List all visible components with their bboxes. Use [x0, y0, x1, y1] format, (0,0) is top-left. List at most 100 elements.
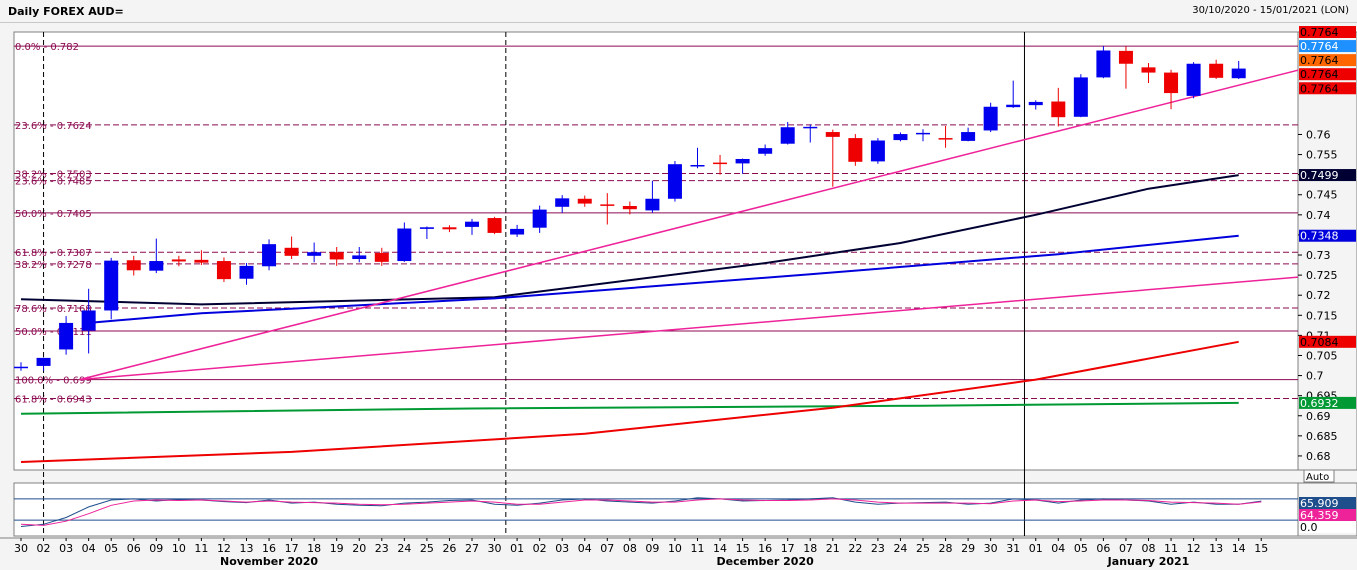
price-tag-4: [1299, 82, 1356, 95]
price-tag-5: [1299, 169, 1356, 182]
x-tick-label-7: 10: [172, 542, 186, 555]
x-tick-label-41: 28: [939, 542, 953, 555]
candle-body-33: [758, 148, 773, 154]
time-axis: 30 02 03 04 05 06 09 10 11 12 13 16 17 18 19 20 23 24 25 26…: [14, 538, 1268, 568]
candle-body-17: [397, 228, 412, 262]
candle-body-18: [419, 227, 434, 229]
x-tick-label-25: 04: [578, 542, 592, 555]
x-tick-label-27: 08: [623, 542, 637, 555]
x-tick-label-45: 01: [1029, 542, 1043, 555]
candle-body-20: [465, 221, 479, 227]
price-tag-6: [1299, 229, 1356, 242]
x-tick-label-44: 31: [1006, 542, 1020, 555]
candle-body-9: [216, 261, 231, 280]
x-tick-label-46: 04: [1051, 542, 1065, 555]
fib-label-2: 38.2% - 0.7503: [15, 169, 92, 180]
oscillator-line-1: [20, 498, 1262, 526]
candle-body-21: [487, 218, 502, 233]
x-tick-label-42: 29: [961, 542, 975, 555]
candle-body-2: [59, 322, 74, 350]
candle-body-46: [1051, 101, 1066, 118]
price-tag-label-6: 0.7348: [1300, 230, 1339, 243]
price-tag-label-8: 0.6932: [1300, 397, 1339, 410]
y-tick-label-8: 0.72: [1306, 289, 1331, 302]
candle-body-45: [1028, 101, 1043, 106]
auto-scale-label: Auto: [1306, 472, 1329, 483]
x-tick-label-52: 12: [1187, 542, 1201, 555]
month-label-0: November 2020: [220, 555, 318, 568]
y-tick-label-7: 0.725: [1306, 269, 1338, 282]
fib-label-10: 61.8% - 0.6943: [15, 394, 92, 405]
price-tag-label-1: 0.7764: [1300, 40, 1339, 53]
fib-label-7: 78.6% - 0.7168: [15, 304, 92, 315]
oscillator-tag-label-1: 64.359: [1300, 509, 1339, 522]
price-tag-label-4: 0.7764: [1300, 82, 1339, 95]
x-tick-label-43: 30: [984, 542, 998, 555]
candle-body-31: [713, 162, 728, 165]
x-tick-label-54: 14: [1232, 542, 1246, 555]
candle-body-44: [1006, 104, 1021, 108]
chart-header: Daily FOREX AUD= 30/10/2020 - 15/01/2021…: [0, 0, 1357, 23]
x-tick-label-50: 08: [1142, 542, 1156, 555]
x-tick-label-51: 11: [1164, 542, 1178, 555]
x-tick-label-14: 19: [330, 542, 344, 555]
y-tick-label-9: 0.715: [1306, 309, 1338, 322]
price-tag-7: [1299, 335, 1356, 348]
candle-body-35: [803, 126, 818, 129]
x-tick-label-28: 09: [645, 542, 659, 555]
candle-body-43: [983, 106, 998, 131]
month-label-1: December 2020: [717, 555, 815, 568]
chart-title: Daily FOREX AUD=: [8, 5, 124, 18]
x-tick-label-1: 02: [37, 542, 51, 555]
trend-line-1: [79, 276, 1299, 381]
x-tick-label-16: 23: [375, 542, 389, 555]
candle-body-12: [284, 247, 299, 256]
candle-body-37: [848, 138, 863, 162]
x-tick-label-21: 30: [488, 542, 502, 555]
candle-body-15: [352, 255, 367, 260]
candle-body-19: [442, 227, 457, 230]
x-tick-label-33: 16: [758, 542, 772, 555]
x-tick-label-17: 24: [397, 542, 411, 555]
oscillator-tag-2: [1299, 521, 1356, 533]
fib-label-1: 23.6% - 0.7624: [15, 121, 92, 132]
x-tick-label-30: 11: [691, 542, 705, 555]
date-range: 30/10/2020 - 15/01/2021 (LON): [1192, 5, 1349, 16]
fib-label-9: 100.0% - 0.699: [15, 376, 92, 387]
price-tag-3: [1299, 68, 1356, 81]
candle-body-14: [329, 252, 344, 260]
x-tick-label-5: 06: [127, 542, 141, 555]
price-axis: Price0.760.7550.750.7450.740.7350.730.72…: [1298, 26, 1356, 483]
trend-line-0: [79, 69, 1299, 381]
price-tag-2: [1299, 54, 1356, 67]
x-tick-label-10: 13: [240, 542, 254, 555]
candle-body-41: [938, 138, 953, 140]
x-tick-label-34: 17: [781, 542, 795, 555]
price-tag-1: [1299, 40, 1356, 53]
oscillator-tag-label-0: 65.909: [1300, 497, 1339, 510]
candle-body-16: [374, 253, 389, 262]
candle-body-5: [126, 260, 141, 271]
y-tick-label-4: 0.74: [1306, 209, 1331, 222]
candle-body-27: [622, 205, 637, 210]
price-tag-label-2: 0.7764: [1300, 54, 1339, 67]
x-tick-label-40: 25: [916, 542, 930, 555]
fib-label-0: 0.0% - 0.782: [15, 42, 79, 53]
x-tick-label-35: 18: [803, 542, 817, 555]
candle-body-13: [307, 252, 322, 256]
candle-body-24: [555, 198, 570, 207]
y-tick-label-1: 0.755: [1306, 149, 1338, 162]
x-tick-label-55: 15: [1254, 542, 1268, 555]
candle-body-29: [667, 164, 682, 199]
x-tick-label-48: 06: [1096, 542, 1110, 555]
x-tick-label-2: 03: [59, 542, 73, 555]
candle-body-32: [735, 158, 750, 164]
price-tag-label-7: 0.7084: [1300, 336, 1339, 349]
x-tick-label-4: 05: [104, 542, 118, 555]
candle-body-38: [870, 140, 885, 162]
candle-body-8: [194, 259, 209, 263]
candle-body-25: [577, 198, 592, 204]
y-tick-label-11: 0.705: [1306, 349, 1338, 362]
x-tick-label-6: 09: [149, 542, 163, 555]
